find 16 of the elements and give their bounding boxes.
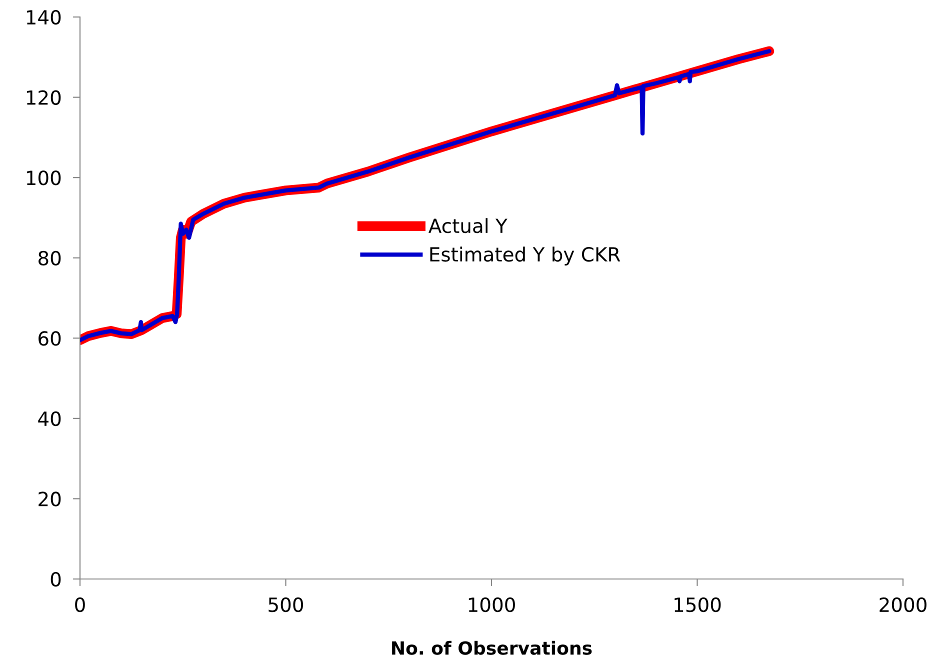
- legend-label: Estimated Y by CKR: [430, 246, 620, 266]
- y-tick-label: 120: [26, 90, 61, 105]
- y-tick-label: 80: [38, 250, 61, 266]
- y-tick-label: 140: [26, 10, 61, 25]
- y-tick-label: 0: [50, 572, 61, 587]
- legend-label: Actual Y: [428, 218, 508, 234]
- y-tick-label: 100: [26, 170, 61, 186]
- y-tick-label: 60: [38, 331, 61, 346]
- y-tick-label: 20: [38, 492, 61, 506]
- x-tick-label: 1500: [674, 597, 721, 612]
- x-tick-label: 500: [268, 597, 304, 612]
- y-tick-label: 40: [38, 411, 61, 426]
- x-tick-label: 2000: [880, 597, 926, 612]
- x-tick-label: 0: [75, 597, 85, 612]
- x-axis-title: No. of Observations: [392, 640, 592, 655]
- x-tick-label: 1000: [468, 597, 515, 612]
